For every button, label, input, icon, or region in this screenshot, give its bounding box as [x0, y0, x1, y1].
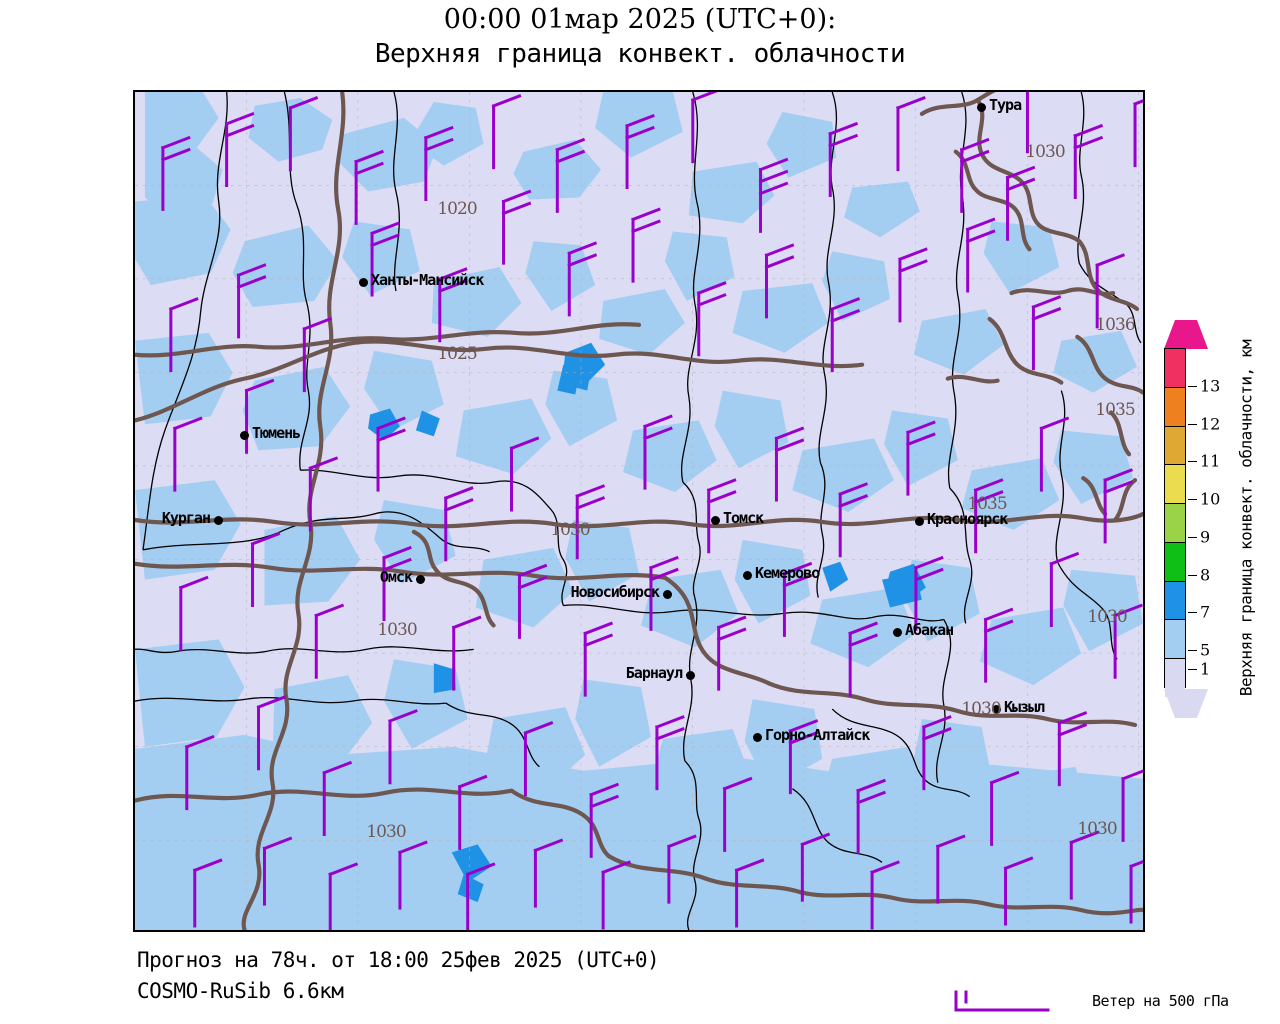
- city-dot-icon: [977, 103, 986, 112]
- city-dot-icon: [893, 628, 902, 637]
- colorbar-segment: [1165, 426, 1185, 466]
- map-layers: [135, 92, 1143, 930]
- colorbar-segment: [1165, 504, 1185, 543]
- isobar-label: 1030: [377, 620, 417, 640]
- colorbar-segment: [1165, 349, 1185, 388]
- city-label: Абакан: [905, 621, 954, 639]
- colorbar-tick-label: 9: [1200, 527, 1211, 547]
- isobar-label: 1025: [437, 344, 477, 364]
- city-label: Красноярск: [927, 510, 1008, 528]
- isobar-label: 1035: [1095, 400, 1135, 420]
- colorbar-segment: [1165, 542, 1185, 582]
- isobar-label: 1030: [1077, 819, 1117, 839]
- isobar-label: 1035: [967, 494, 1007, 514]
- colorbar-segment: [1165, 387, 1185, 427]
- weather-map[interactable]: Тура Ханты-Мансийск Тюмень Курган Томск Красн…: [133, 90, 1145, 932]
- city-dot-icon: [416, 575, 425, 584]
- city-dot-icon: [663, 590, 672, 599]
- colorbar-over-arrow-icon: [1164, 320, 1208, 349]
- city-label: Тура: [989, 96, 1022, 114]
- model-info: COSMO-RuSib 6.6км: [137, 979, 344, 1003]
- colorbar-segment: [1165, 581, 1185, 621]
- colorbar-tick-label: 13: [1200, 376, 1221, 396]
- colorbar-tick-mark: [1188, 423, 1197, 425]
- colorbar-tick-label: 7: [1200, 602, 1211, 622]
- isobar-label: 1030: [366, 822, 406, 842]
- colorbar-segment: [1165, 465, 1185, 505]
- city-label: Горно-Алтайск: [765, 726, 870, 744]
- city-label: Курган: [161, 509, 211, 527]
- colorbar-tick-mark: [1188, 461, 1197, 463]
- colorbar-tick-mark: [1188, 650, 1197, 652]
- wind-barbs: [160, 92, 1143, 930]
- city-label: Барнаул: [625, 664, 683, 682]
- city-label: Омск: [379, 568, 413, 586]
- colorbar-segment: [1165, 659, 1185, 697]
- city-dot-icon: [753, 733, 762, 742]
- wind-barb-icon: [954, 990, 1050, 1012]
- footer: Прогноз на 78ч. от 18:00 25фев 2025 (UTC…: [137, 948, 660, 1003]
- city-dot-icon: [240, 431, 249, 440]
- colorbar-tick-label: 8: [1200, 565, 1211, 585]
- colorbar-segment: [1165, 620, 1185, 660]
- isobar-label: 1030: [961, 699, 1001, 719]
- city-dot-icon: [992, 705, 1001, 714]
- city-label: Томск: [723, 509, 764, 527]
- isobar-label: 1020: [437, 199, 477, 219]
- wind-legend-label: Ветер на 500 гПа: [1092, 992, 1229, 1010]
- colorbar-tick-mark: [1188, 385, 1197, 387]
- city-label: Ханты-Мансийск: [371, 271, 484, 289]
- city-label: Кызыл: [1004, 698, 1045, 716]
- title-valid-time: 00:00 01мар 2025 (UTC+0):: [443, 4, 837, 35]
- colorbar-tick-label: 11: [1200, 451, 1221, 471]
- page-title: 00:00 01мар 2025 (UTC+0): Верхняя границ…: [0, 4, 1280, 69]
- city-dot-icon: [686, 671, 695, 680]
- city-dot-icon: [743, 571, 752, 580]
- colorbar-tick-label: 5: [1200, 640, 1211, 660]
- city-dot-icon: [359, 278, 368, 287]
- city-label: Тюмень: [252, 424, 301, 442]
- colorbar-under-arrow-icon: [1164, 689, 1208, 718]
- map-canvas: [135, 92, 1143, 930]
- colorbar-tick-mark: [1188, 536, 1197, 538]
- colorbar-title: Верхняя граница конвект. облачности, км: [1236, 339, 1256, 697]
- admin-borders: [135, 92, 1142, 930]
- colorbar-tick-label: 12: [1200, 414, 1221, 434]
- title-variable: Верхняя граница конвект. облачности: [374, 39, 906, 69]
- forecast-info: Прогноз на 78ч. от 18:00 25фев 2025 (UTC…: [137, 948, 660, 972]
- isobar-label: 1030: [1087, 607, 1127, 627]
- colorbar-tick-mark: [1188, 612, 1197, 614]
- colorbar-tick-mark: [1188, 574, 1197, 576]
- colorbar-tick-mark: [1188, 499, 1197, 501]
- colorbar-tick-label: 1: [1200, 659, 1211, 679]
- city-dot-icon: [214, 516, 223, 525]
- wind-legend: Ветер на 500 гПа: [952, 988, 1229, 1014]
- city-label: Новосибирск: [570, 583, 660, 601]
- colorbar-legend[interactable]: 13 12 11 10 9 8 7 5 1 Верхняя граница конвект. о…: [1158, 318, 1280, 718]
- isobar-label: 1036: [1095, 315, 1135, 335]
- colorbar-bar[interactable]: [1164, 348, 1186, 697]
- isobar-label: 1030: [1025, 142, 1065, 162]
- colorbar-tick-mark: [1188, 669, 1197, 671]
- colorbar-tick-label: 10: [1200, 489, 1221, 509]
- isobar-label: 1030: [550, 520, 590, 540]
- city-dot-icon: [915, 517, 924, 526]
- city-label: Кемерово: [755, 564, 820, 582]
- city-dot-icon: [711, 516, 720, 525]
